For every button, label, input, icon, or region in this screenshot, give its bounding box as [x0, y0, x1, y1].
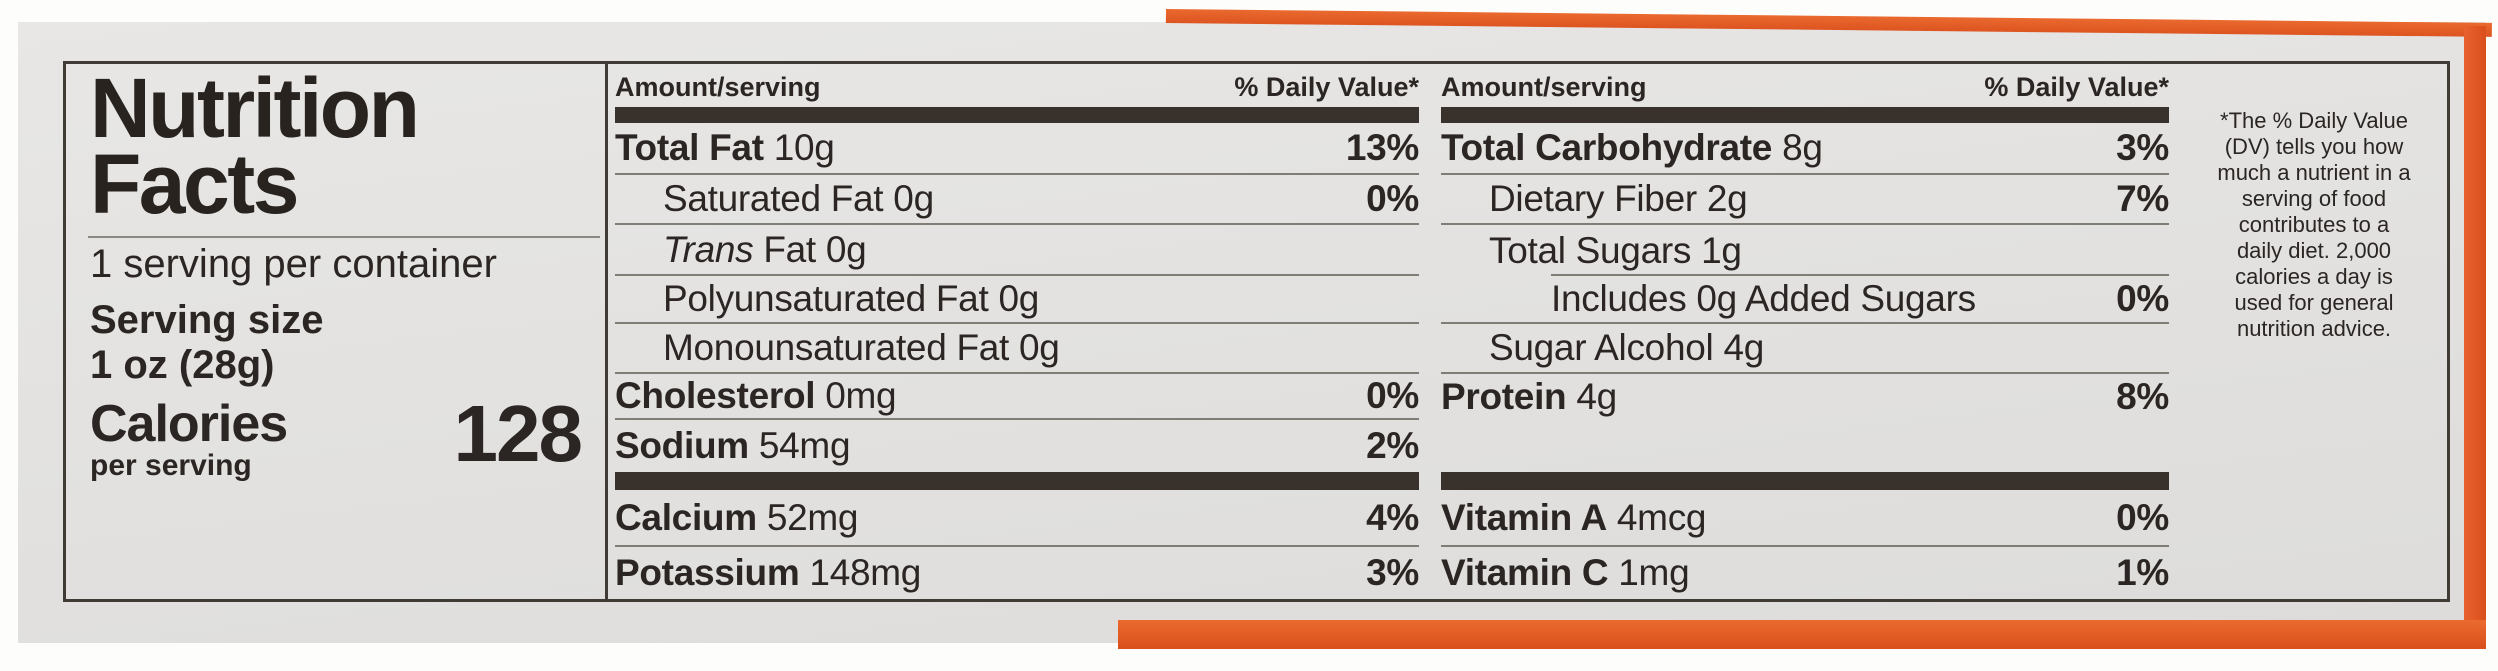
nutrient-name: Monounsaturated Fat: [663, 327, 1010, 368]
nutrient-dv: 1%: [2116, 552, 2169, 593]
nutrient-row-total-fat: Total Fat 10g 13%: [615, 123, 1419, 175]
nutrient-row-vitamin-a: Vitamin A 4mcg 0%: [1441, 490, 2169, 547]
nutrient-name: Potassium: [615, 552, 800, 593]
calories-label: Calories: [90, 395, 288, 453]
nutrient-row-total-sugars: Total Sugars 1g: [1441, 225, 2169, 276]
nutrient-name: Total Sugars: [1489, 229, 1692, 271]
orange-package-edge-bottom: [1118, 620, 2486, 649]
orange-package-edge-right: [2464, 26, 2486, 646]
nutrient-row-cholesterol: Cholesterol 0mg 0%: [615, 374, 1419, 420]
nutrient-name: Total Carbohydrate: [1441, 127, 1773, 168]
nutrient-dv: 8%: [2116, 376, 2169, 417]
nutrient-row-sugar-alcohol: Sugar Alcohol 4g: [1441, 324, 2169, 374]
nutrient-column-left: Amount/serving % Daily Value* Total Fat …: [607, 64, 1419, 599]
panel-vertical-divider: [605, 64, 608, 599]
daily-value-footnote: *The % Daily Value (DV) tells you how mu…: [2217, 108, 2411, 341]
nutrition-facts-main-panel: Nutrition Facts 1 serving per container …: [66, 64, 605, 599]
nutrient-row-saturated-fat: Saturated Fat 0g 0%: [615, 175, 1419, 225]
nutrient-row-added-sugars: Includes 0g Added Sugars 0%: [1441, 276, 2169, 324]
nutrient-row-monounsaturated-fat: Monounsaturated Fat 0g: [615, 324, 1419, 374]
amount-serving-header: Amount/serving: [1441, 72, 1647, 102]
calories-value: 128: [453, 389, 583, 478]
nutrient-name: Polyunsaturated Fat: [663, 278, 989, 319]
nutrient-dv: 0%: [2116, 496, 2169, 538]
nutrient-dv: 0%: [1366, 375, 1419, 416]
nutrient-amount: 4mcg: [1616, 496, 1707, 538]
heavy-bar: [615, 107, 1419, 123]
nutrient-row-protein: Protein 4g 8%: [1441, 374, 2169, 420]
nutrient-name: Calcium: [615, 496, 757, 538]
nutrient-amount: 1mg: [1618, 552, 1690, 593]
nutrient-dv: 7%: [2116, 178, 2169, 219]
nutrient-row-sodium: Sodium 54mg 2%: [615, 420, 1419, 472]
column-header: Amount/serving % Daily Value*: [615, 64, 1419, 107]
nutrient-name: Sodium: [615, 425, 749, 466]
heavy-bar: [1441, 107, 2169, 123]
nutrient-name: Saturated Fat: [663, 178, 884, 219]
nutrient-row-vitamin-c: Vitamin C 1mg 1%: [1441, 547, 2169, 599]
nutrient-name: Sugar Alcohol: [1489, 327, 1714, 368]
nutrient-name: Protein: [1441, 376, 1567, 417]
column-spacer: [1441, 420, 2169, 472]
nutrient-name: Total Fat: [615, 127, 764, 168]
nutrient-amount: 148mg: [809, 552, 922, 593]
serving-size-label: Serving size: [90, 298, 324, 342]
nutrient-name: Vitamin A: [1441, 496, 1607, 538]
nutrient-name: Cholesterol: [615, 375, 816, 416]
nutrient-dv: 3%: [1366, 552, 1419, 593]
label-photo-background: [18, 22, 2486, 643]
nutrient-amount: 8g: [1782, 127, 1823, 168]
nutrient-name: Vitamin C: [1441, 552, 1609, 593]
nutrient-amount: 0g: [998, 278, 1040, 319]
nutrient-amount: Fat 0g: [763, 228, 867, 270]
nutrient-amount: 10g: [773, 127, 835, 168]
nutrition-facts-title: Nutrition Facts: [90, 61, 420, 231]
nutrient-dv: 4%: [1366, 496, 1419, 538]
nutrient-name: Trans: [663, 228, 754, 270]
title-divider: [88, 236, 600, 238]
calories-sublabel: per serving: [90, 449, 252, 482]
nutrition-facts-label: Nutrition Facts 1 serving per container …: [63, 61, 2450, 602]
nutrient-column-right: Amount/serving % Daily Value* Total Carb…: [1441, 64, 2169, 599]
nutrient-amount: 0g: [1019, 327, 1060, 368]
nutrient-dv: 3%: [2116, 127, 2169, 168]
nutrient-amount: 54mg: [758, 425, 851, 466]
nutrient-row-calcium: Calcium 52mg 4%: [615, 490, 1419, 547]
heavy-bar: [615, 472, 1419, 490]
servings-per-container: 1 serving per container: [90, 242, 497, 286]
nutrient-amount: 52mg: [766, 496, 859, 538]
daily-value-header: % Daily Value*: [1234, 72, 1419, 102]
nutrient-dv: 0%: [2116, 278, 2169, 319]
nutrient-row-total-carbohydrate: Total Carbohydrate 8g 3%: [1441, 123, 2169, 175]
nutrient-name: Includes 0g Added Sugars: [1551, 278, 1976, 319]
nutrient-amount: 1g: [1701, 229, 1742, 271]
nutrient-dv: 0%: [1366, 178, 1419, 219]
nutrient-amount: 0g: [893, 178, 934, 219]
nutrient-row-potassium: Potassium 148mg 3%: [615, 547, 1419, 599]
nutrient-dv: 2%: [1366, 425, 1419, 466]
nutrient-amount: 0mg: [825, 375, 897, 416]
nutrient-row-trans-fat: Trans Fat 0g: [615, 225, 1419, 276]
amount-serving-header: Amount/serving: [615, 72, 821, 102]
column-header: Amount/serving % Daily Value*: [1441, 64, 2169, 107]
nutrient-dv: 13%: [1345, 127, 1419, 168]
nutrient-amount: 4g: [1576, 376, 1617, 417]
daily-value-header: % Daily Value*: [1984, 72, 2169, 102]
serving-size-value: 1 oz (28g): [90, 343, 275, 387]
nutrient-amount: 4g: [1723, 327, 1764, 368]
heavy-bar: [1441, 472, 2169, 490]
nutrient-amount: 2g: [1706, 178, 1748, 219]
nutrient-row-polyunsaturated-fat: Polyunsaturated Fat 0g: [615, 276, 1419, 324]
nutrient-row-dietary-fiber: Dietary Fiber 2g 7%: [1441, 175, 2169, 225]
nutrient-name: Dietary Fiber: [1489, 178, 1697, 219]
